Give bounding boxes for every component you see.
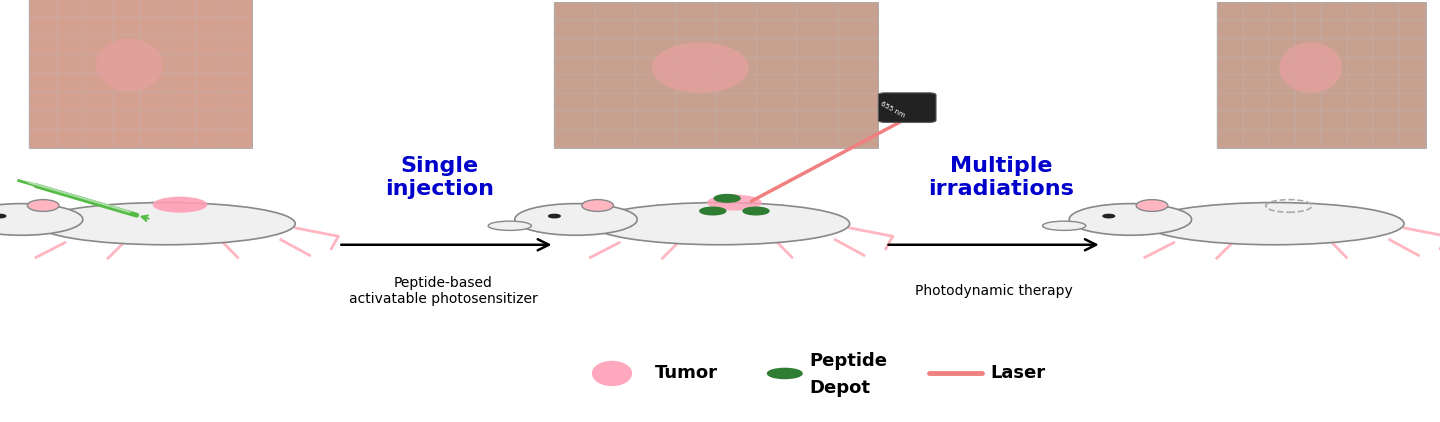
Text: Single
injection: Single injection — [384, 156, 494, 199]
Circle shape — [549, 214, 560, 218]
Circle shape — [1103, 214, 1115, 218]
Ellipse shape — [1136, 200, 1168, 211]
Ellipse shape — [1280, 42, 1342, 93]
FancyBboxPatch shape — [878, 93, 936, 122]
Circle shape — [700, 207, 726, 215]
Text: Depot: Depot — [809, 379, 870, 397]
Circle shape — [0, 214, 6, 218]
Circle shape — [768, 368, 802, 379]
Ellipse shape — [96, 39, 163, 92]
Ellipse shape — [582, 200, 613, 211]
Text: Peptide: Peptide — [809, 352, 887, 370]
Ellipse shape — [488, 221, 531, 230]
Ellipse shape — [590, 203, 850, 245]
Text: Photodynamic therapy: Photodynamic therapy — [914, 284, 1073, 298]
Ellipse shape — [707, 195, 762, 211]
Text: Laser: Laser — [991, 365, 1045, 382]
Text: Multiple
irradiations: Multiple irradiations — [927, 156, 1074, 199]
FancyBboxPatch shape — [1217, 2, 1426, 148]
Ellipse shape — [592, 361, 632, 386]
Circle shape — [714, 195, 740, 202]
Ellipse shape — [516, 204, 638, 235]
Ellipse shape — [1068, 204, 1192, 235]
Ellipse shape — [153, 197, 207, 213]
FancyBboxPatch shape — [554, 2, 878, 148]
Ellipse shape — [0, 204, 84, 235]
Text: Peptide-based
activatable photosensitizer: Peptide-based activatable photosensitize… — [348, 276, 539, 306]
Text: 655 nm: 655 nm — [880, 100, 906, 119]
Ellipse shape — [36, 203, 295, 245]
Ellipse shape — [27, 200, 59, 211]
Text: Tumor: Tumor — [655, 365, 719, 382]
Ellipse shape — [1145, 203, 1404, 245]
Circle shape — [743, 207, 769, 215]
FancyBboxPatch shape — [29, 0, 252, 148]
Ellipse shape — [651, 42, 749, 93]
Ellipse shape — [1043, 221, 1086, 230]
